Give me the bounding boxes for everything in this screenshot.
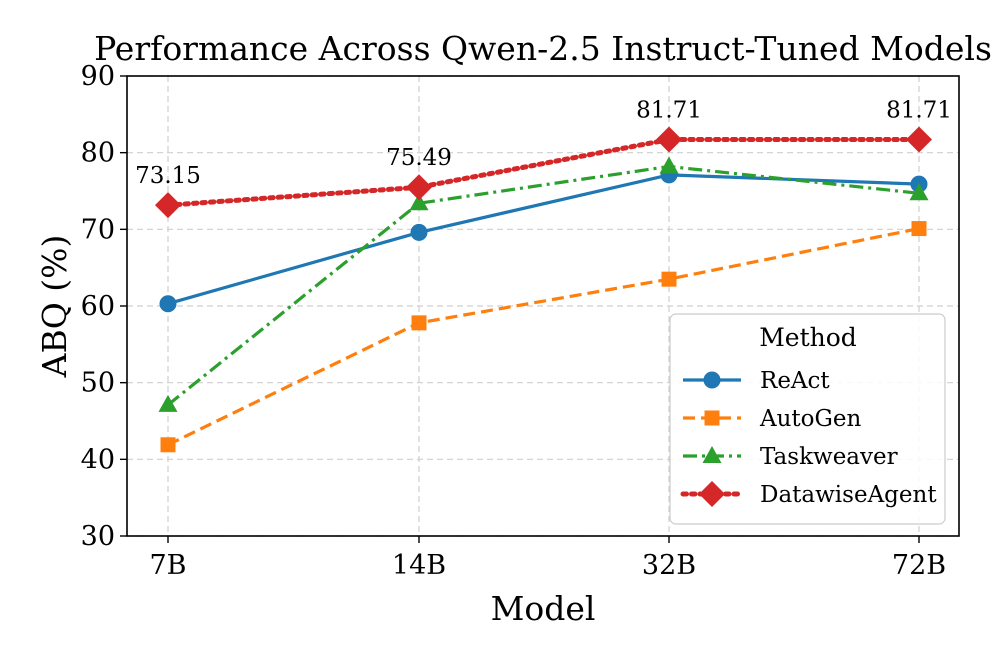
y-tick-label: 60	[81, 291, 115, 322]
series-line	[167, 226, 920, 447]
series-layer	[155, 126, 932, 453]
y-tick-label: 70	[81, 214, 115, 245]
series-autogen	[160, 221, 927, 453]
legend-marker	[699, 481, 725, 507]
data-point	[159, 295, 177, 313]
legend-marker	[702, 446, 722, 463]
data-point	[411, 315, 427, 331]
legend-entry-datawiseagent: DatawiseAgent	[680, 481, 937, 508]
y-tick-label: 80	[81, 138, 115, 169]
series-datawiseagent	[155, 126, 932, 219]
data-point	[906, 126, 932, 153]
data-label: 75.49	[386, 145, 452, 171]
legend-label: DatawiseAgent	[760, 482, 937, 508]
data-point	[661, 271, 677, 287]
series-line	[167, 173, 920, 306]
x-tick-label: 32B	[642, 550, 696, 581]
data-point	[911, 221, 927, 237]
legend-marker	[704, 410, 720, 426]
series-react	[159, 166, 928, 313]
y-tick-label: 90	[81, 61, 115, 92]
series-line	[165, 137, 922, 208]
y-tick-label: 50	[81, 368, 115, 399]
legend-label: Taskweaver	[760, 444, 898, 470]
legend-label: ReAct	[760, 368, 830, 394]
legend-title: Method	[759, 323, 857, 352]
data-point	[656, 126, 682, 153]
axis-ticks: 30 40 50 60 70 80 90 7B 14B 32B 72B	[81, 61, 946, 581]
data-label: 73.15	[135, 163, 201, 189]
data-point	[909, 183, 929, 201]
legend-entry-autogen: AutoGen	[683, 406, 861, 432]
data-point	[410, 223, 428, 241]
x-tick-label: 7B	[149, 550, 186, 581]
chart-title: Performance Across Qwen-2.5 Instruct-Tun…	[94, 29, 992, 68]
data-point	[406, 174, 432, 201]
legend-label: AutoGen	[759, 406, 861, 432]
legend-entries: ReAct AutoGen Taskweaver DatawiseAgent	[680, 368, 937, 508]
series-taskweaver	[158, 156, 929, 412]
legend-marker	[703, 371, 721, 389]
x-tick-label: 72B	[892, 550, 946, 581]
data-point	[160, 437, 176, 453]
data-labels: 73.15 75.49 81.71 81.71	[135, 98, 952, 190]
data-point	[659, 156, 679, 174]
data-point	[158, 394, 178, 412]
legend-box	[669, 313, 946, 525]
x-axis-label: Model	[491, 589, 596, 628]
x-tick-label: 14B	[392, 550, 446, 581]
legend: Method ReAct AutoGen Taskweaver DatawiseAge…	[669, 313, 946, 525]
y-tick-label: 40	[81, 444, 115, 475]
data-point	[409, 193, 429, 211]
legend-entry-taskweaver: Taskweaver	[683, 444, 898, 470]
y-axis-label: ABQ (%)	[35, 235, 74, 379]
data-label: 81.71	[636, 98, 702, 124]
y-tick-label: 30	[81, 521, 115, 552]
legend-entry-react: ReAct	[683, 368, 830, 394]
data-point	[155, 192, 181, 219]
data-label: 81.71	[886, 98, 952, 124]
